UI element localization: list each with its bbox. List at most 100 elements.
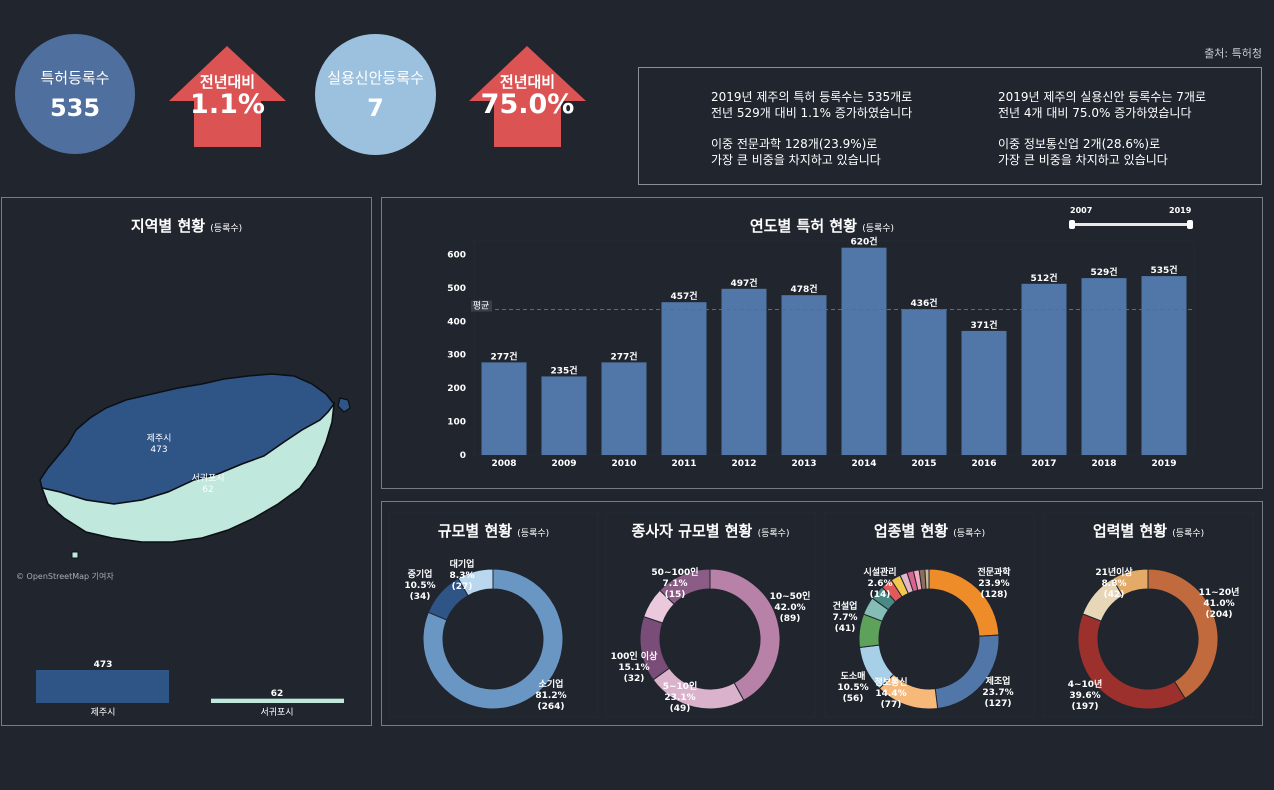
bar-2010[interactable] — [601, 362, 647, 455]
donut-card — [605, 512, 816, 718]
donut-slice[interactable] — [659, 568, 711, 605]
map-label-jeju-value: 473 — [150, 445, 167, 455]
donut-slice-label: 도소매 10.5% (56) — [837, 672, 869, 704]
region-bar-value-seogwipo: 62 — [271, 689, 284, 699]
patent-change-arrow: 전년대비 1.1% — [169, 46, 286, 147]
donut-title: 업력별 현황 (등록수) — [1044, 520, 1253, 541]
udo-island-shape — [337, 397, 351, 413]
region-panel-title: 지역별 현황 (등록수) — [2, 215, 371, 236]
region-panel: 지역별 현황 (등록수) 제주시 473 서귀포시 62 © OpenStree… — [1, 197, 372, 726]
year-range-slider[interactable] — [1069, 220, 1193, 229]
bar-value-label: 436건 — [910, 297, 937, 309]
donut-slice-label: 정보통신 14.4% (77) — [874, 678, 908, 710]
region-bar-value-jeju: 473 — [94, 660, 113, 670]
donut-svg — [388, 512, 1254, 718]
donut-card — [824, 512, 1035, 718]
slider-end-handle[interactable] — [1187, 220, 1193, 229]
jeju-map[interactable]: 제주시 473 서귀포시 62 © OpenStreetMap 기여자 473 … — [2, 198, 371, 725]
y-tick-label: 400 — [447, 317, 466, 327]
bar-2012[interactable] — [721, 288, 767, 455]
bar-2014[interactable] — [841, 247, 887, 455]
summary-utility-growth: 2019년 제주의 실용신안 등록수는 7개로 전년 4개 대비 75.0% 증… — [998, 90, 1206, 120]
map-label-seogwipo-name: 서귀포시 — [191, 473, 224, 484]
x-tick-label: 2014 — [851, 459, 876, 469]
bar-value-label: 497건 — [730, 277, 757, 289]
summary-patent-share: 이중 전문과학 128개(23.9%)로 가장 큰 비중을 차지하고 있습니다 — [711, 137, 881, 167]
donut-card — [388, 512, 599, 718]
donut-slice-label: 10~50인 42.0% (89) — [769, 592, 811, 624]
donut-slice[interactable] — [422, 568, 564, 710]
donut-slice-label: 21년이상 8.8% (42) — [1095, 568, 1133, 600]
donut-title: 업종별 현황 (등록수) — [825, 520, 1034, 541]
bar-value-label: 529건 — [1090, 266, 1117, 278]
plot-area — [473, 240, 1195, 456]
donut-slice[interactable] — [924, 568, 930, 590]
patent-change-value: 1.1% — [190, 89, 265, 120]
region-bar-jeju[interactable] — [36, 670, 169, 703]
region-bar-label-jeju: 제주시 — [91, 707, 116, 718]
up-arrow-icon — [469, 46, 586, 147]
utility-change-value: 75.0% — [480, 89, 575, 120]
utility-change-arrow: 전년대비 75.0% — [469, 46, 586, 147]
y-tick-label: 200 — [447, 384, 466, 394]
utility-kpi-circle: 실용신안등록수 7 — [315, 34, 436, 155]
x-tick-label: 2012 — [731, 459, 756, 469]
bar-value-label: 371건 — [970, 319, 997, 331]
region-bar-seogwipo[interactable] — [211, 698, 344, 703]
year-title-unit: (등록수) — [862, 224, 895, 234]
x-tick-label: 2018 — [1091, 459, 1116, 469]
donut-slice[interactable] — [709, 568, 781, 701]
bar-2011[interactable] — [661, 302, 707, 455]
marado-island-shape — [71, 551, 79, 559]
donut-slice[interactable] — [1111, 568, 1149, 597]
year-title-text: 연도별 특허 현황 — [749, 217, 857, 235]
donut-title: 규모별 현황 (등록수) — [389, 520, 598, 541]
donut-slice-label: 전문과학 23.9% (128) — [977, 568, 1011, 600]
donut-slice-label: 100인 이상 15.1% (32) — [610, 652, 658, 684]
x-tick-label: 2019 — [1151, 459, 1176, 469]
bar-value-label: 535건 — [1150, 264, 1177, 276]
map-credit: © OpenStreetMap 기여자 — [16, 571, 114, 581]
year-panel-title: 연도별 특허 현황 (등록수) — [382, 215, 1262, 236]
bar-2013[interactable] — [781, 295, 827, 455]
donut-title-unit: (등록수) — [757, 529, 790, 539]
average-label: 평균 — [473, 301, 490, 312]
region-bar-label-seogwipo: 서귀포시 — [260, 707, 293, 718]
slider-start-handle[interactable] — [1069, 220, 1075, 229]
donut-title-text: 종사자 규모별 현황 — [631, 522, 758, 540]
donut-charts: 규모별 현황 (등록수) 소기업 81.2% (264) 중기업 10.5% (34… — [382, 502, 1262, 725]
donut-slice-label: 4~10년 39.6% (197) — [1067, 680, 1103, 712]
x-tick-label: 2015 — [911, 459, 936, 469]
bar-2009[interactable] — [541, 376, 587, 455]
bar-2008[interactable] — [481, 362, 527, 455]
donut-slice-label: 11~20년 41.0% (204) — [1198, 588, 1240, 620]
donut-slice-label: 대기업 8.3% (27) — [449, 560, 475, 592]
donut-title-text: 업력별 현황 — [1092, 522, 1173, 540]
donut-title-unit: (등록수) — [953, 529, 986, 539]
year-bar-chart: 0 100 200 300 400 500 600 277건 2008 235건 2009 277건 2… — [447, 236, 1195, 469]
bar-2017[interactable] — [1021, 283, 1067, 455]
bar-value-label: 512건 — [1030, 272, 1057, 284]
x-tick-label: 2013 — [791, 459, 816, 469]
x-tick-label: 2009 — [551, 459, 576, 469]
donut-slice[interactable] — [457, 568, 494, 597]
bar-2019[interactable] — [1141, 276, 1187, 455]
utility-change-label: 전년대비 — [499, 73, 556, 91]
bar-value-label: 277건 — [490, 350, 517, 362]
donut-title-unit: (등록수) — [517, 529, 550, 539]
year-panel: 연도별 특허 현황 (등록수) 2007 2019 0 100 200 300 400 5… — [381, 197, 1263, 489]
donut-title: 종사자 규모별 현황 (등록수) — [606, 520, 815, 541]
bar-value-label: 277건 — [610, 350, 637, 362]
patent-change-label: 전년대비 — [199, 73, 256, 91]
x-tick-label: 2016 — [971, 459, 996, 469]
bar-2016[interactable] — [961, 330, 1007, 455]
donut-slice-label: 건설업 7.7% (41) — [832, 602, 858, 634]
donut-title-text: 규모별 현황 — [437, 522, 518, 540]
bar-2015[interactable] — [901, 309, 947, 455]
bar-2018[interactable] — [1081, 278, 1127, 455]
slider-start-label: 2007 — [1070, 206, 1093, 215]
patent-kpi-label: 특허등록수 — [40, 68, 110, 87]
map-region-seogwipo[interactable] — [40, 401, 336, 543]
map-label-seogwipo-value: 62 — [202, 485, 213, 495]
x-tick-label: 2017 — [1031, 459, 1056, 469]
